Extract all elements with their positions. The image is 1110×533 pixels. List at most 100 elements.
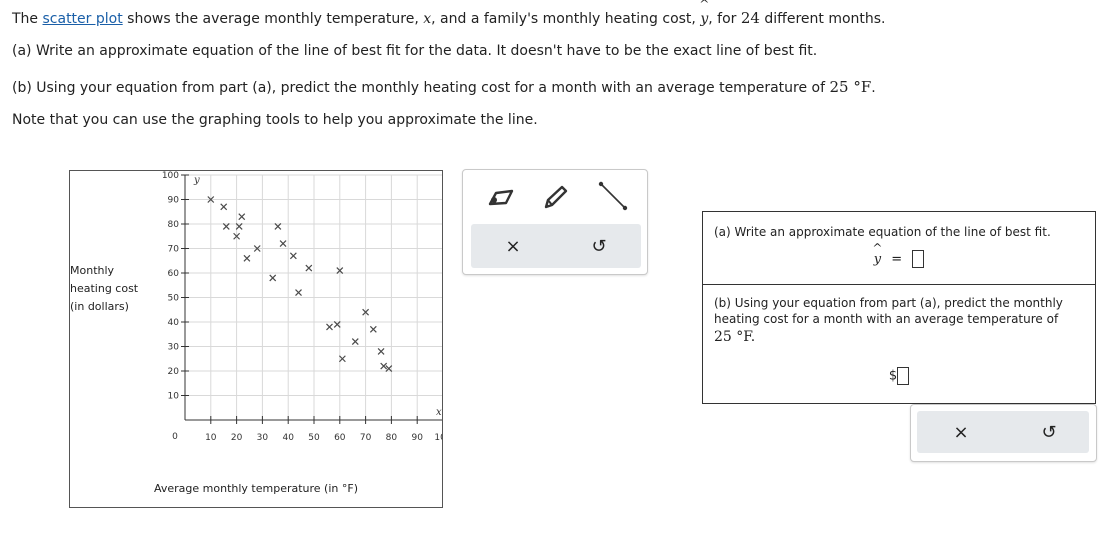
x-tick-label: 10 — [205, 433, 217, 443]
y-hat-label: ^ y — [872, 241, 882, 267]
data-point — [289, 252, 297, 260]
line-tool-button[interactable] — [593, 176, 633, 216]
y-tick-label: 50 — [168, 294, 180, 304]
answer-actions-bar: × ↺ — [917, 411, 1089, 453]
y-tick-label: 20 — [168, 367, 180, 377]
question-text: The — [12, 11, 43, 27]
data-point — [369, 325, 377, 333]
question-part-a: (a) Write an approximate equation of the… — [12, 43, 818, 59]
data-point — [362, 308, 370, 316]
x-tick-label: 90 — [411, 433, 423, 443]
point-tool-button[interactable] — [481, 178, 521, 218]
pencil-tool-icon — [544, 185, 568, 209]
question-text: , for — [708, 11, 741, 27]
undo-icon: ↺ — [591, 235, 607, 257]
data-point — [238, 213, 246, 221]
data-point — [380, 362, 388, 370]
x-tick-label: 20 — [231, 433, 243, 443]
question-text: , and a family's monthly heating cost, — [431, 11, 701, 27]
data-point — [222, 223, 230, 230]
x-tick-label: 100 — [434, 433, 442, 443]
x-axis-title: Average monthly temperature (in °F) — [153, 482, 358, 495]
y-axis-title-line: (in dollars) — [70, 300, 129, 313]
line-tool-icon — [598, 181, 628, 211]
data-point — [207, 196, 215, 203]
answer-actions-panel: × ↺ — [910, 404, 1097, 462]
data-point — [305, 264, 313, 272]
prompt-line: (b) Using your equation from part (a), p… — [714, 296, 1063, 310]
data-point — [269, 274, 277, 282]
y-symbol: y — [700, 11, 709, 27]
y-tick-label: 90 — [168, 196, 180, 206]
clear-answer-button[interactable]: × — [941, 415, 981, 449]
origin-label: 0 — [172, 432, 178, 442]
y-tick-label: 80 — [168, 220, 180, 230]
x-tick-label: 40 — [282, 433, 294, 443]
y-hat-variable: ^ y — [699, 0, 709, 27]
y-tick-label: 70 — [168, 245, 180, 255]
question-text: . — [871, 80, 876, 96]
hat-symbol: ^ — [699, 0, 710, 11]
data-point — [385, 365, 393, 372]
y-tick-label: 100 — [162, 171, 179, 181]
equals-sign: = — [891, 251, 903, 267]
equation-input[interactable] — [912, 250, 925, 268]
x-variable: x — [423, 11, 432, 27]
data-point — [336, 267, 344, 274]
data-point — [295, 289, 302, 297]
cost-input[interactable] — [897, 367, 910, 385]
month-count: 24 — [740, 9, 760, 27]
y-tick-label: 40 — [168, 318, 180, 328]
graph-panel[interactable]: 10 20 30 40 50 60 70 80 90 100 10 20 30 40 50 60 70 80 90 1… — [69, 170, 443, 508]
cost-row: $ — [703, 367, 1095, 385]
x-tick-label: 30 — [257, 433, 269, 443]
point-tool-icon — [488, 189, 514, 206]
scatter-plot-link[interactable]: scatter plot — [42, 11, 123, 27]
temperature-value: 25 °F — [829, 78, 872, 96]
close-icon: × — [505, 235, 521, 257]
tool-actions-bar: × ↺ — [471, 224, 641, 268]
clear-graph-button[interactable]: × — [493, 229, 533, 263]
data-point — [253, 245, 261, 252]
y-tick-label: 10 — [168, 392, 180, 402]
data-point — [338, 355, 346, 363]
x-tick-label: 70 — [360, 433, 372, 443]
data-point — [326, 323, 333, 331]
y-symbol: y — [873, 251, 882, 267]
scatter-plot[interactable]: 10 20 30 40 50 60 70 80 90 100 10 20 30 40 50 60 70 80 90 1… — [70, 171, 442, 507]
data-point — [333, 321, 341, 328]
x-axis-variable: x — [436, 407, 442, 418]
hat-symbol: ^ — [872, 240, 883, 255]
undo-graph-button[interactable]: ↺ — [579, 229, 619, 263]
data-point — [274, 223, 282, 230]
undo-icon: ↺ — [1041, 421, 1057, 443]
equation-row: ^ y = — [703, 241, 1095, 268]
graphing-tools-panel: × ↺ — [462, 169, 648, 275]
y-tick-label: 60 — [168, 269, 180, 279]
undo-answer-button[interactable]: ↺ — [1029, 415, 1069, 449]
x-tick-label: 50 — [308, 433, 320, 443]
question-text: shows the average monthly temperature, — [122, 11, 424, 27]
divider — [703, 284, 1095, 285]
answer-box: (a) Write an approximate equation of the… — [702, 211, 1096, 404]
x-tick-label: 80 — [386, 433, 398, 443]
x-tick-label: 60 — [334, 433, 346, 443]
y-axis-title-line: Monthly — [70, 264, 115, 277]
y-tick-label: 30 — [168, 343, 180, 353]
y-axis-variable: y — [193, 175, 200, 186]
question-line-1: The scatter plot shows the average month… — [12, 0, 886, 27]
y-axis-title: Monthly heating cost (in dollars) — [70, 262, 138, 316]
answer-part-b-prompt: (b) Using your equation from part (a), p… — [714, 295, 1063, 345]
temperature-value: 25 °F. — [714, 329, 756, 345]
data-point — [377, 347, 385, 355]
data-point — [243, 254, 251, 262]
question-text: different months. — [759, 11, 886, 27]
question-part-b: (b) Using your equation from part (a), p… — [12, 78, 876, 96]
dollar-sign: $ — [888, 368, 898, 384]
data-point — [279, 240, 287, 248]
data-point — [235, 223, 243, 230]
answer-part-a-prompt: (a) Write an approximate equation of the… — [714, 225, 1051, 239]
question-note: Note that you can use the graphing tools… — [12, 112, 538, 128]
close-icon: × — [953, 421, 969, 443]
pencil-tool-button[interactable] — [535, 178, 575, 218]
